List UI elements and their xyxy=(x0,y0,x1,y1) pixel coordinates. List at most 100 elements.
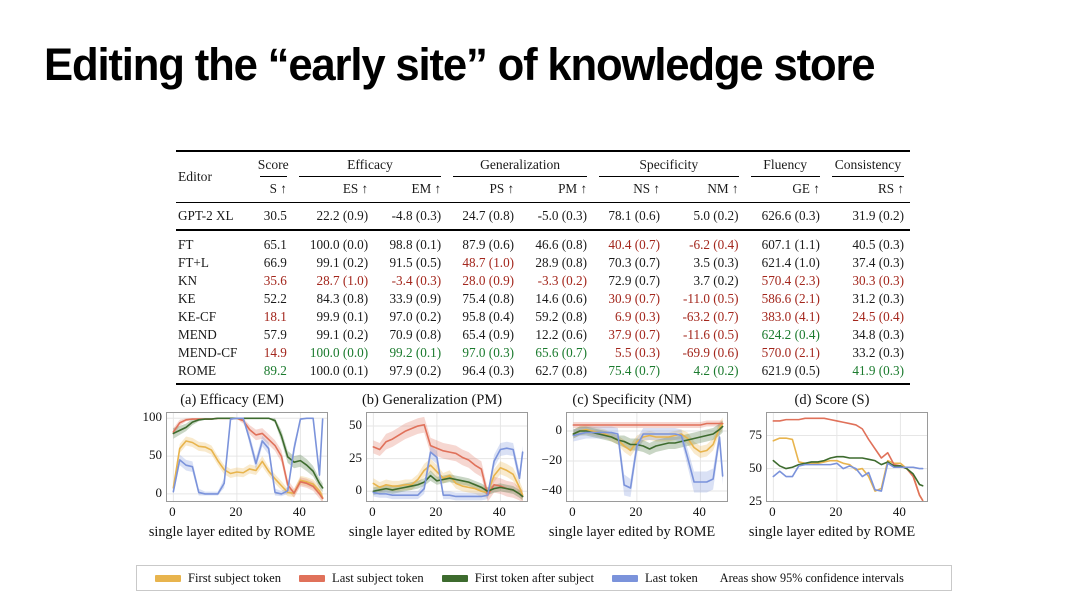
table-cell-mend-cf-nm: -69.9 (0.6) xyxy=(682,345,739,360)
table-row: ROME 89.2 100.0 (0.1) 97.9 (0.2) 96.4 (0.3) 6… xyxy=(176,362,910,384)
legend-swatch-icon-2 xyxy=(441,574,468,582)
group-header-specificity: Specificity xyxy=(593,150,745,174)
table-cell-mend-cf-ps: 97.0 (0.3) xyxy=(462,345,515,360)
group-header-score: Score xyxy=(253,150,293,174)
table-cell-ft-l-es: 99.1 (0.2) xyxy=(316,255,369,270)
underline-generalization xyxy=(447,174,593,179)
table-cell-rome-ns: 75.4 (0.7) xyxy=(608,363,661,378)
ytick-a-1: 50 xyxy=(149,447,162,463)
table-cell-ke-cf-s: 18.1 xyxy=(263,309,287,324)
table-row: GPT-2 XL 30.5 22.2 (0.9) -4.8 (0.3) 24.7 (0.… xyxy=(176,202,910,230)
ytick-d-0: 25 xyxy=(749,492,762,508)
table-cell-editor-baseline: GPT-2 XL xyxy=(176,202,254,230)
table-cell-mend-pm: 12.2 (0.6) xyxy=(535,327,588,342)
underline-consistency xyxy=(826,174,910,179)
underline-fluency xyxy=(745,174,826,179)
results-table: Editor Score Efficacy Generalization Spe… xyxy=(176,150,910,386)
xtick-a-1: 20 xyxy=(229,504,243,519)
table-header: Editor Score Efficacy Generalization Spe… xyxy=(176,150,910,203)
table-cell-ft-ps: 87.9 (0.6) xyxy=(447,229,521,254)
table-cell-ft-ge: 607.1 (1.1) xyxy=(744,229,826,254)
table-cell-ft-ns: 40.4 (0.7) xyxy=(593,229,667,254)
table-row: FT+L 66.9 99.1 (0.2) 91.5 (0.5) 48.7 (1.0) 28… xyxy=(176,254,910,272)
chart-plot-area-a xyxy=(166,412,328,502)
chart-plot-area-b xyxy=(366,412,528,502)
legend-label-2: First token after subject xyxy=(474,570,594,585)
chart-plot-area-d xyxy=(766,412,928,502)
table-cell-ke-cf-ps: 95.8 (0.4) xyxy=(462,309,515,324)
xtick-a-2: 40 xyxy=(292,504,306,519)
xtick-a-0: 0 xyxy=(169,504,176,519)
table-cell-baseline-ns: 78.1 (0.6) xyxy=(593,202,667,230)
table-cell-ke-cf-ns: 6.9 (0.3) xyxy=(614,309,661,324)
xtick-b-0: 0 xyxy=(369,504,376,519)
table-cell-editor-mend: MEND xyxy=(178,327,217,342)
column-header-editor: Editor xyxy=(176,150,254,203)
table-cell-editor-ft-l: FT+L xyxy=(178,255,209,270)
table-cell-baseline-es: 22.2 (0.9) xyxy=(292,202,375,230)
legend-item-1[interactable]: Last subject token xyxy=(299,571,424,586)
ytick-b-0: 0 xyxy=(355,482,363,498)
subheader-es: ES ↑ xyxy=(342,181,369,196)
group-header-consistency: Consistency xyxy=(825,150,910,174)
table-cell-editor-ke: KE xyxy=(178,291,196,306)
chart-panel-b: (b) Generalization (PM) 0 25 50 0 20 40 single … xyxy=(332,392,532,550)
page-title: Editing the “early site” of knowledge st… xyxy=(44,39,876,90)
table-cell-ft-rs: 40.5 (0.3) xyxy=(825,229,910,254)
table-cell-ke-nm: -11.0 (0.5) xyxy=(682,291,739,306)
table-cell-baseline-s: 30.5 xyxy=(253,202,293,230)
table-cell-kn-s: 35.6 xyxy=(263,273,287,288)
table-cell-mend-nm: -11.6 (0.5) xyxy=(682,327,739,342)
table-cell-ft-es: 100.0 (0.0) xyxy=(292,229,375,254)
table-row: MEND-CF 14.9 100.0 (0.0) 99.2 (0.1) 97.0 (0.… xyxy=(176,344,910,362)
table-cell-mend-cf-rs: 33.2 (0.3) xyxy=(852,345,904,360)
subheader-ge: GE ↑ xyxy=(792,181,820,196)
table-cell-mend-ge: 624.2 (0.4) xyxy=(761,327,820,342)
chart-panel-c: (c) Specificity (NM) 0 −20 −40 0 20 40 single l… xyxy=(532,392,732,550)
table-cell-baseline-ge: 626.6 (0.3) xyxy=(744,202,826,230)
legend-item-0[interactable]: First subject token xyxy=(155,571,281,586)
ytick-c-1: −20 xyxy=(541,452,562,467)
table-cell-mend-cf-pm: 65.6 (0.7) xyxy=(535,345,588,360)
ytick-b-1: 25 xyxy=(349,449,362,465)
legend-item-2[interactable]: First token after subject xyxy=(441,570,594,586)
ytick-d-2: 75 xyxy=(749,426,762,442)
table-cell-mend-ns: 37.9 (0.7) xyxy=(608,327,661,342)
legend-label-1: Last subject token xyxy=(332,570,424,585)
table-cell-rome-em: 97.9 (0.2) xyxy=(389,363,442,378)
xtick-d-0: 0 xyxy=(769,504,776,519)
xtick-c-2: 40 xyxy=(692,504,706,519)
table-cell-baseline-nm: 5.0 (0.2) xyxy=(666,202,745,230)
ytick-d-1: 50 xyxy=(749,459,762,475)
table-cell-ke-es: 84.3 (0.8) xyxy=(316,291,369,306)
chart-xlabel-a: single layer edited by ROME xyxy=(148,524,316,540)
underline-score xyxy=(254,174,293,179)
figure-panel-row: (a) Efficacy (EM) 0 50 100 0 20 40 single layer… xyxy=(132,392,962,550)
table-cell-mend-cf-ns: 5.5 (0.3) xyxy=(614,345,661,360)
ytick-a-0: 0 xyxy=(155,484,163,500)
figure-legend: First subject token Last subject token Fir… xyxy=(136,565,952,591)
table-cell-ft-l-ge: 621.4 (1.0) xyxy=(761,255,820,270)
table-cell-rome-rs: 41.9 (0.3) xyxy=(852,363,904,378)
underline-efficacy xyxy=(293,174,447,179)
table-cell-baseline-pm: -5.0 (0.3) xyxy=(520,202,594,230)
bottom-rule xyxy=(176,383,910,386)
ytick-b-2: 50 xyxy=(349,417,362,433)
xtick-d-1: 20 xyxy=(829,504,843,519)
subheader-pm: PM ↑ xyxy=(558,181,588,196)
table-cell-ft-l-ps: 48.7 (1.0) xyxy=(462,255,515,270)
table-cell-editor-mend-cf: MEND-CF xyxy=(178,345,238,360)
xtick-b-2: 40 xyxy=(492,504,506,519)
ytick-a-2: 100 xyxy=(142,409,163,425)
table-cell-ke-ns: 30.9 (0.7) xyxy=(608,291,661,306)
table-cell-mend-ps: 65.4 (0.9) xyxy=(462,327,515,342)
table-row: FT 65.1 100.0 (0.0) 98.8 (0.1) 87.9 (0.6) 46.… xyxy=(176,229,910,254)
table-cell-baseline-ps: 24.7 (0.8) xyxy=(447,202,521,230)
legend-item-3[interactable]: Last token xyxy=(611,571,698,586)
table-cell-ft-l-rs: 37.4 (0.3) xyxy=(852,255,904,270)
table-cell-ke-pm: 14.6 (0.6) xyxy=(535,291,588,306)
table-cell-ft-l-em: 91.5 (0.5) xyxy=(389,255,442,270)
xtick-c-1: 20 xyxy=(629,504,643,519)
table-cell-ke-cf-pm: 59.2 (0.8) xyxy=(535,309,588,324)
table-cell-ke-rs: 31.2 (0.3) xyxy=(852,291,904,306)
